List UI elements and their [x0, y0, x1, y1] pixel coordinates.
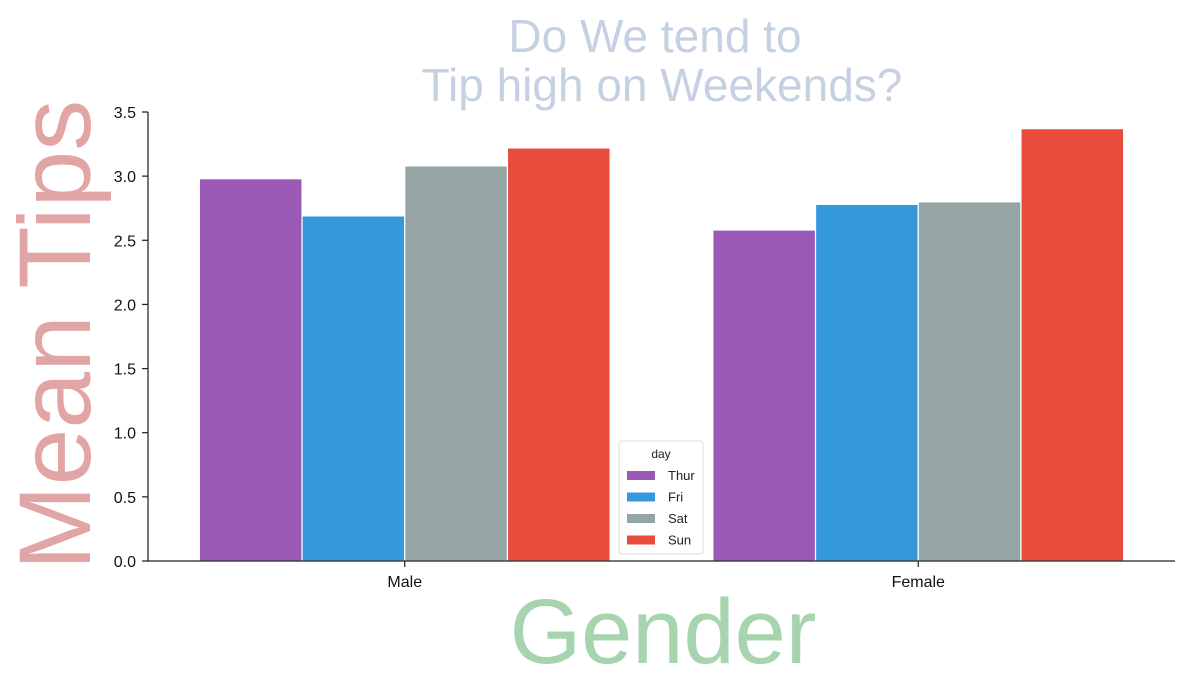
- y-tick-label: 3.5: [114, 105, 136, 122]
- legend-swatch-fri: [627, 492, 655, 502]
- x-axis-label: Gender: [510, 581, 817, 683]
- axes: 0.0 0.5 1.0 1.5 2.0 2.5 3.0 3.5 Male Female: [114, 105, 1175, 591]
- chart-title: Do We tend to Tip high on Weekends?: [422, 10, 903, 111]
- y-axis-label: Mean Tips: [0, 100, 112, 571]
- legend-swatch-sat: [627, 514, 655, 523]
- legend: day Thur Fri Sat Sun: [618, 440, 704, 555]
- x-tick-label: Female: [892, 574, 945, 591]
- bar-male-sun: [506, 147, 611, 562]
- y-tick-label: 3.0: [114, 169, 136, 186]
- bar-female-sun: [1020, 128, 1125, 562]
- legend-label-sat: Sat: [668, 511, 688, 526]
- bar-female-fri: [814, 203, 919, 562]
- legend-title: day: [651, 447, 670, 461]
- bars-group: [198, 128, 1125, 562]
- x-tick-label: Male: [387, 574, 422, 591]
- y-tick-label: 2.0: [114, 297, 136, 314]
- bar-male-fri: [301, 215, 406, 562]
- legend-swatch-thur: [627, 471, 655, 480]
- legend-label-sun: Sun: [668, 533, 691, 548]
- bar-male-sat: [404, 165, 509, 562]
- chart-title-line-1: Do We tend to: [508, 10, 801, 62]
- y-tick-label: 0.0: [114, 554, 136, 571]
- bar-male-thur: [198, 178, 303, 562]
- y-tick-label: 1.0: [114, 426, 136, 443]
- chart-title-line-2: Tip high on Weekends?: [422, 59, 903, 111]
- legend-label-thur: Thur: [668, 468, 695, 483]
- y-tick-label: 0.5: [114, 490, 136, 507]
- bar-female-sat: [917, 201, 1022, 562]
- legend-box: [618, 440, 704, 555]
- legend-label-fri: Fri: [668, 490, 683, 505]
- bar-female-thur: [712, 229, 817, 562]
- y-tick-label: 1.5: [114, 362, 136, 379]
- y-tick-label: 2.5: [114, 233, 136, 250]
- legend-swatch-sun: [627, 535, 655, 545]
